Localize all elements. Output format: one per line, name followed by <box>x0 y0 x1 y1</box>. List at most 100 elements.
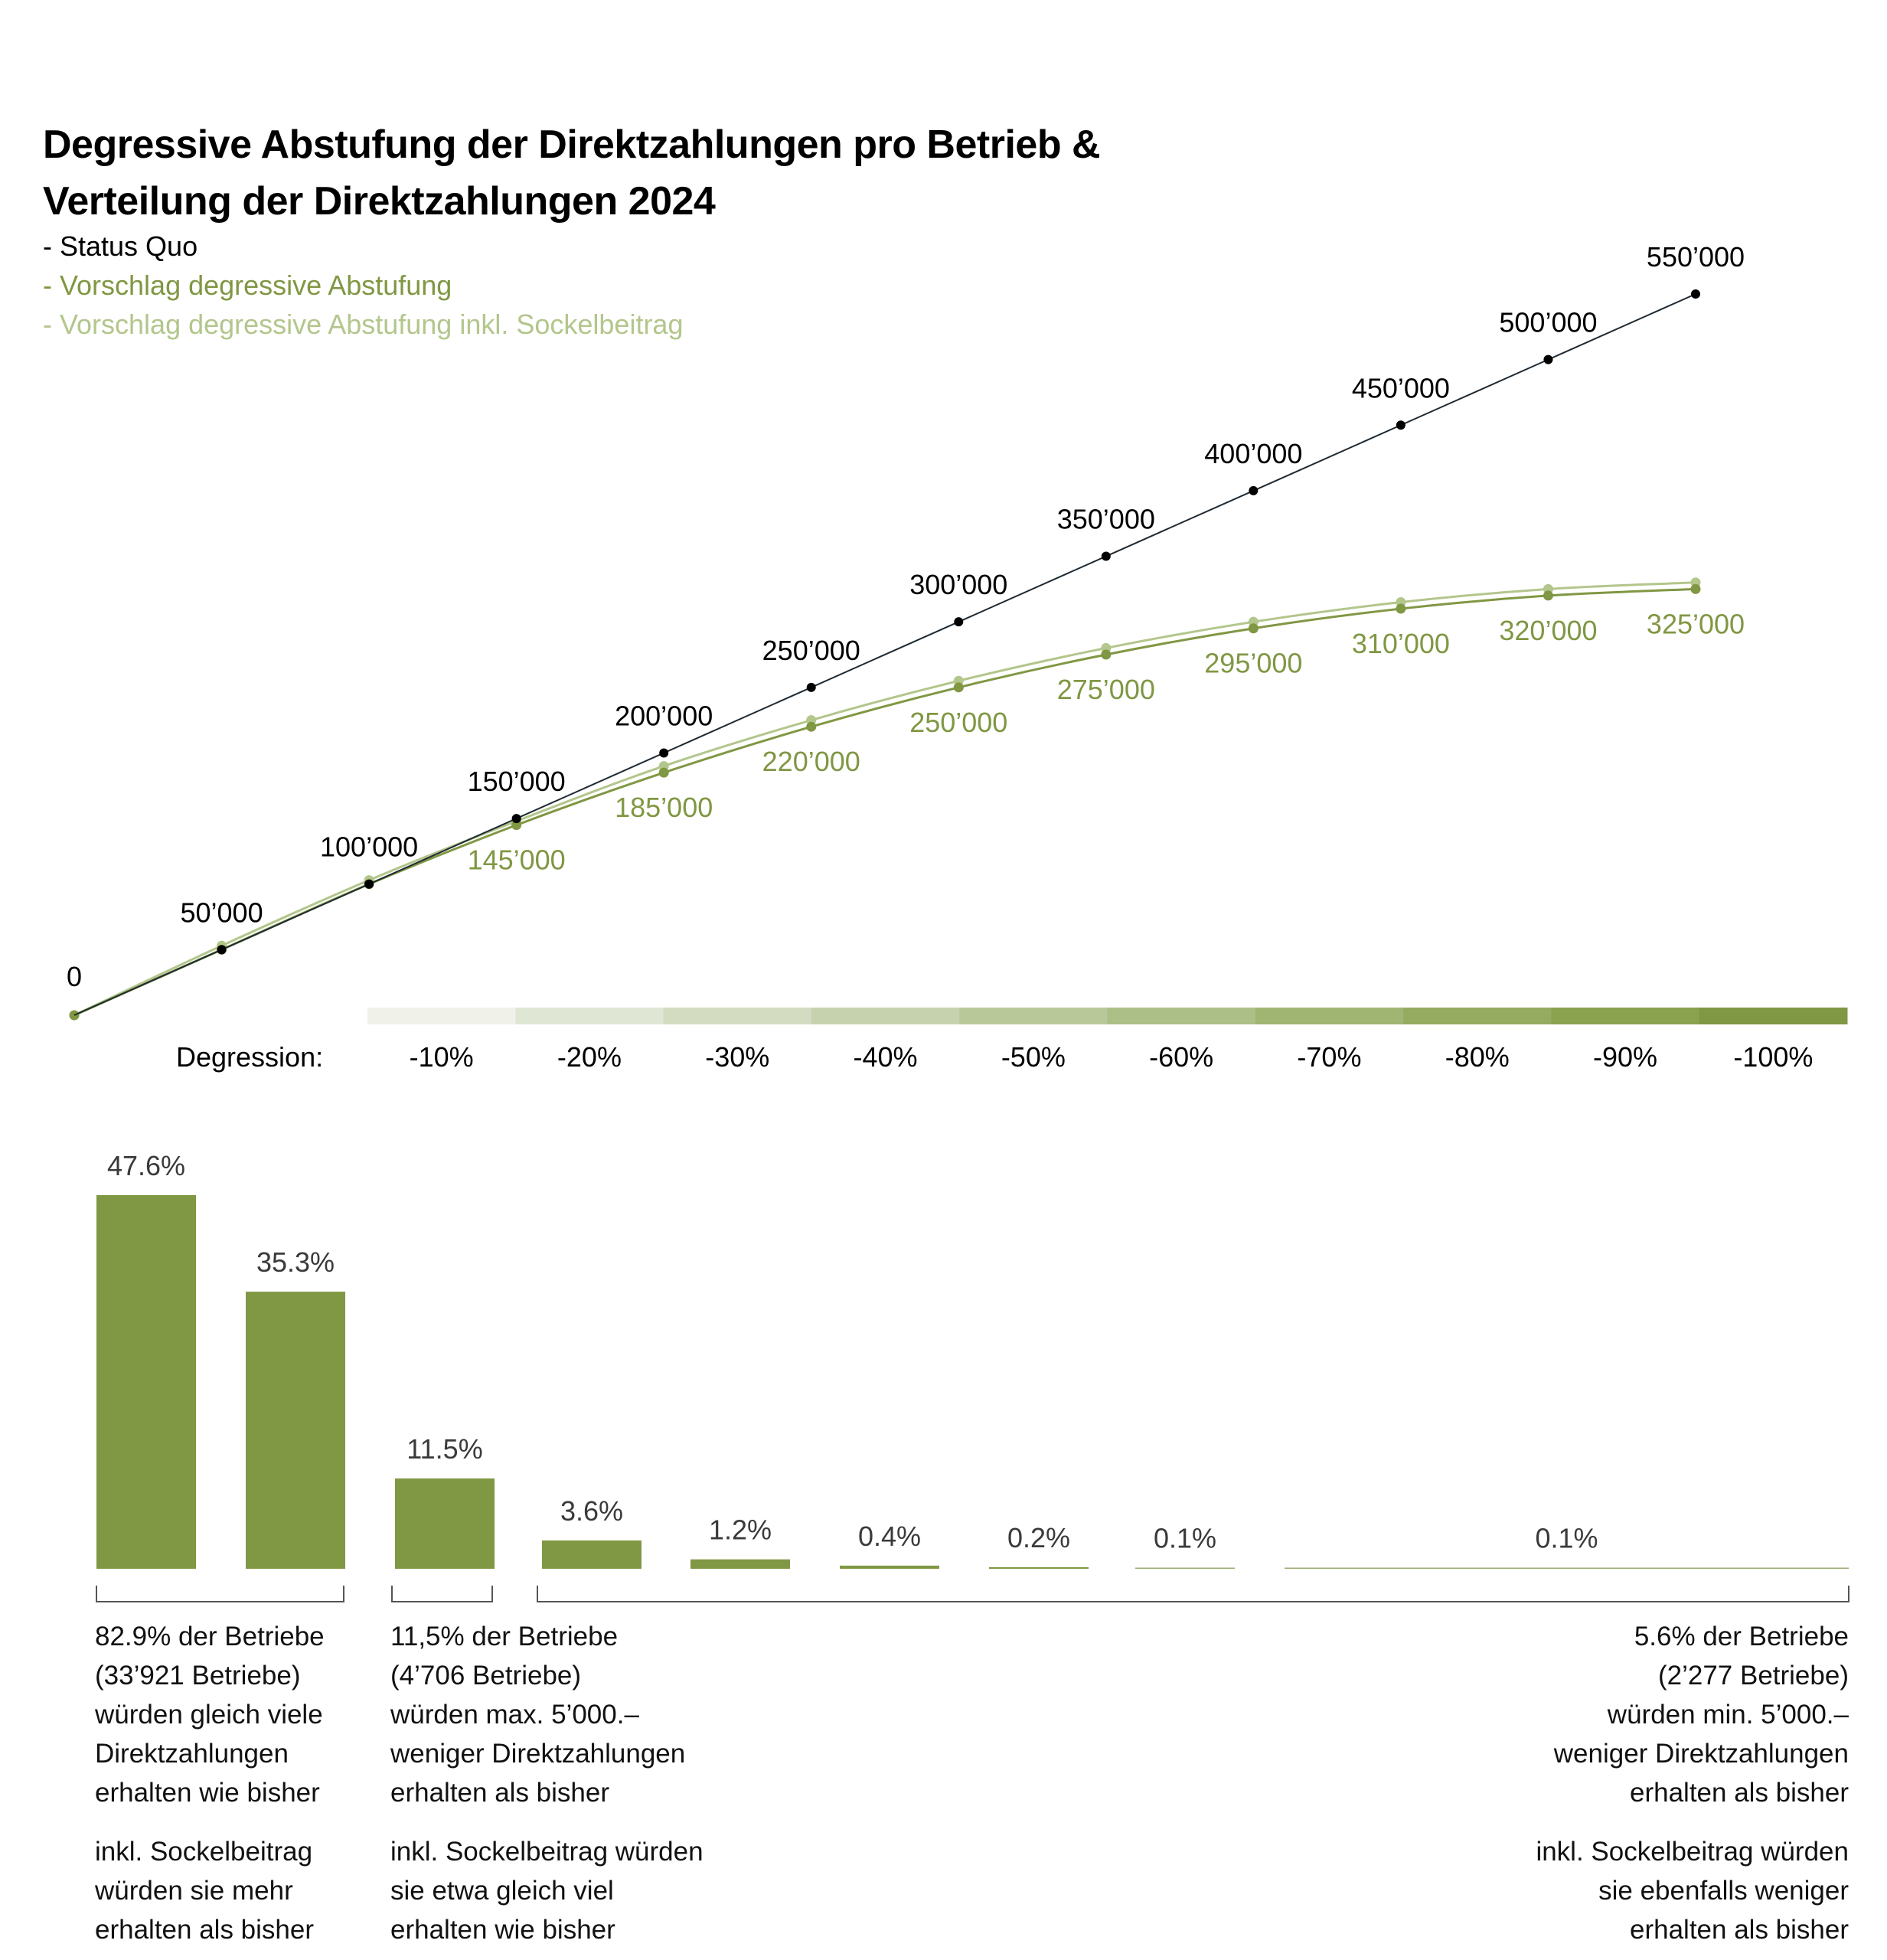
marker-degressive <box>658 767 669 778</box>
desc-line: 5.6% der Betriebe <box>1634 1622 1849 1651</box>
degression-step-label: -80% <box>1445 1041 1510 1073</box>
label-status-quo: 0 <box>67 961 82 992</box>
legend-degressive: - Vorschlag degressive Abstufung <box>43 270 452 301</box>
degression-segment <box>1551 1008 1700 1024</box>
label-status-quo: 150’000 <box>468 766 566 797</box>
desc-line: inkl. Sockelbeitrag <box>95 1837 313 1867</box>
legend-status-quo: - Status Quo <box>43 230 198 262</box>
marker-degressive <box>1543 590 1553 601</box>
desc-line: erhalten wie bisher <box>95 1778 320 1808</box>
desc-line: Direktzahlungen <box>95 1739 289 1769</box>
marker-status-quo <box>217 945 227 955</box>
group-1-paragraph-2: inkl. Sockelbeitrag würden sie mehr erha… <box>95 1832 325 1949</box>
label-status-quo: 450’000 <box>1352 372 1450 403</box>
desc-line: sie etwa gleich viel <box>390 1876 614 1906</box>
degression-segment <box>1403 1008 1552 1024</box>
bar <box>542 1540 642 1569</box>
degression-label: Degression: <box>176 1041 323 1073</box>
marker-degressive <box>806 721 817 732</box>
bar <box>96 1195 196 1569</box>
desc-line: erhalten als bisher <box>1630 1778 1849 1808</box>
group-description-1: 82.9% der Betriebe (33’921 Betriebe) wür… <box>95 1617 325 1949</box>
desc-line: würden min. 5’000.– <box>1607 1700 1849 1730</box>
label-status-quo: 200’000 <box>615 700 713 731</box>
label-degressive: 325’000 <box>1647 608 1745 639</box>
degression-step-label: -10% <box>410 1041 474 1073</box>
marker-status-quo <box>364 879 374 889</box>
desc-line: erhalten als bisher <box>390 1778 609 1808</box>
degression-scale: -10% -20% -30% -40% -50% -60% -70% -80% -90% -100… <box>176 1008 1848 1073</box>
marker-status-quo <box>1543 354 1553 364</box>
degression-segment <box>811 1008 960 1024</box>
group-bracket <box>537 1586 1849 1602</box>
desc-line: (2’277 Betriebe) <box>1657 1661 1849 1690</box>
degression-step-label: -40% <box>854 1041 918 1073</box>
label-degressive: 185’000 <box>615 792 713 823</box>
label-degressive: 250’000 <box>909 707 1007 738</box>
label-status-quo: 300’000 <box>909 569 1007 600</box>
desc-line: weniger Direktzahlungen <box>390 1739 686 1769</box>
degression-segment <box>1107 1008 1256 1024</box>
label-degressive: 220’000 <box>762 746 860 777</box>
desc-line: weniger Direktzahlungen <box>1553 1739 1849 1769</box>
desc-line: würden max. 5’000.– <box>390 1700 639 1730</box>
group-bracket <box>391 1586 493 1602</box>
desc-line: sie ebenfalls weniger <box>1598 1876 1849 1906</box>
desc-line: 11,5% der Betriebe <box>390 1622 619 1651</box>
desc-line: erhalten wie bisher <box>390 1915 615 1945</box>
legend-sockelbeitrag: - Vorschlag degressive Abstufung inkl. S… <box>43 309 684 340</box>
marker-status-quo <box>1101 551 1111 561</box>
label-status-quo: 100’000 <box>320 831 418 863</box>
line-degressive <box>73 587 1696 1017</box>
label-status-quo: 500’000 <box>1499 307 1597 338</box>
marker-status-quo <box>954 617 964 627</box>
bar-value-label: 11.5% <box>406 1433 482 1465</box>
degression-step-label: -100% <box>1733 1041 1813 1073</box>
degression-step-label: -60% <box>1149 1041 1213 1073</box>
marker-status-quo <box>1691 289 1700 299</box>
marker-status-quo <box>1396 420 1405 430</box>
line-chart: 0 50’000 100’000 150’000 200’000 250’000 300’0… <box>67 241 1745 1021</box>
degression-segment <box>367 1008 516 1024</box>
bar <box>989 1566 1089 1569</box>
group-brackets <box>96 1586 1849 1602</box>
label-degressive: 320’000 <box>1499 615 1597 646</box>
label-status-quo: 350’000 <box>1057 504 1155 535</box>
desc-line: erhalten als bisher <box>95 1915 314 1945</box>
group-2-paragraph-1: 11,5% der Betriebe (4’706 Betriebe) würd… <box>390 1617 704 1812</box>
label-status-quo: 550’000 <box>1647 241 1745 273</box>
bar <box>246 1292 345 1569</box>
desc-line: würden gleich viele <box>95 1700 323 1730</box>
desc-line: (33’921 Betriebe) <box>95 1661 301 1690</box>
marker-degressive <box>1690 583 1701 594</box>
bar-value-label: 0.1% <box>1154 1523 1216 1554</box>
desc-line: 82.9% der Betriebe <box>95 1622 325 1651</box>
degression-step-label: -70% <box>1297 1041 1361 1073</box>
degression-step-label: -30% <box>705 1041 769 1073</box>
bar <box>395 1478 495 1569</box>
degression-step-label: -90% <box>1593 1041 1657 1073</box>
marker-status-quo <box>511 814 521 824</box>
degression-segment <box>959 1008 1108 1024</box>
group-1-paragraph-1: 82.9% der Betriebe (33’921 Betriebe) wür… <box>95 1617 325 1812</box>
bar-value-label: 35.3% <box>256 1246 335 1278</box>
title-line-2: Verteilung der Direktzahlungen 2024 <box>43 179 716 224</box>
desc-line: erhalten als bisher <box>1630 1915 1849 1945</box>
bar <box>690 1559 790 1569</box>
degression-segment <box>1699 1008 1848 1024</box>
marker-status-quo <box>659 748 669 758</box>
group-3-paragraph-2: inkl. Sockelbeitrag würden sie ebenfalls… <box>1536 1832 1849 1949</box>
desc-line: (4’706 Betriebe) <box>390 1661 582 1690</box>
desc-line: inkl. Sockelbeitrag würden <box>1536 1837 1849 1867</box>
legend: - Status Quo - Vorschlag degressive Abst… <box>43 227 683 344</box>
label-degressive: 145’000 <box>468 844 566 876</box>
desc-line: würden sie mehr <box>95 1876 293 1906</box>
bar-chart: 47.6% 35.3% 11.5% 3.6% 1.2% 0.4% 0.2% 0.1% 0.1% <box>96 1150 1849 1569</box>
marker-status-quo <box>806 682 816 692</box>
bar-value-label: 1.2% <box>709 1514 772 1546</box>
bar-value-label: 0.1% <box>1535 1523 1598 1554</box>
group-3-paragraph-1: 5.6% der Betriebe (2’277 Betriebe) würde… <box>1536 1617 1849 1812</box>
group-description-2: 11,5% der Betriebe (4’706 Betriebe) würd… <box>390 1617 704 1949</box>
line-status-quo <box>73 293 1696 1016</box>
